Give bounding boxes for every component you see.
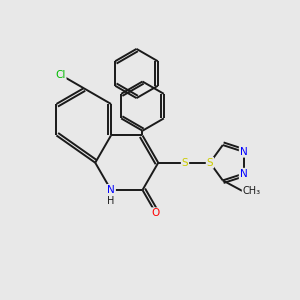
- Text: N: N: [107, 185, 115, 195]
- Text: CH₃: CH₃: [242, 186, 260, 196]
- Text: O: O: [152, 208, 160, 218]
- Text: Cl: Cl: [55, 70, 66, 80]
- Text: N: N: [240, 169, 248, 179]
- Text: N: N: [240, 147, 248, 157]
- Text: N: N: [107, 185, 115, 195]
- Text: H: H: [107, 196, 115, 206]
- Text: S: S: [182, 158, 188, 168]
- Text: S: S: [207, 158, 213, 168]
